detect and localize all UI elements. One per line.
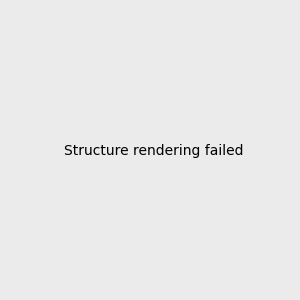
Text: Structure rendering failed: Structure rendering failed — [64, 145, 244, 158]
